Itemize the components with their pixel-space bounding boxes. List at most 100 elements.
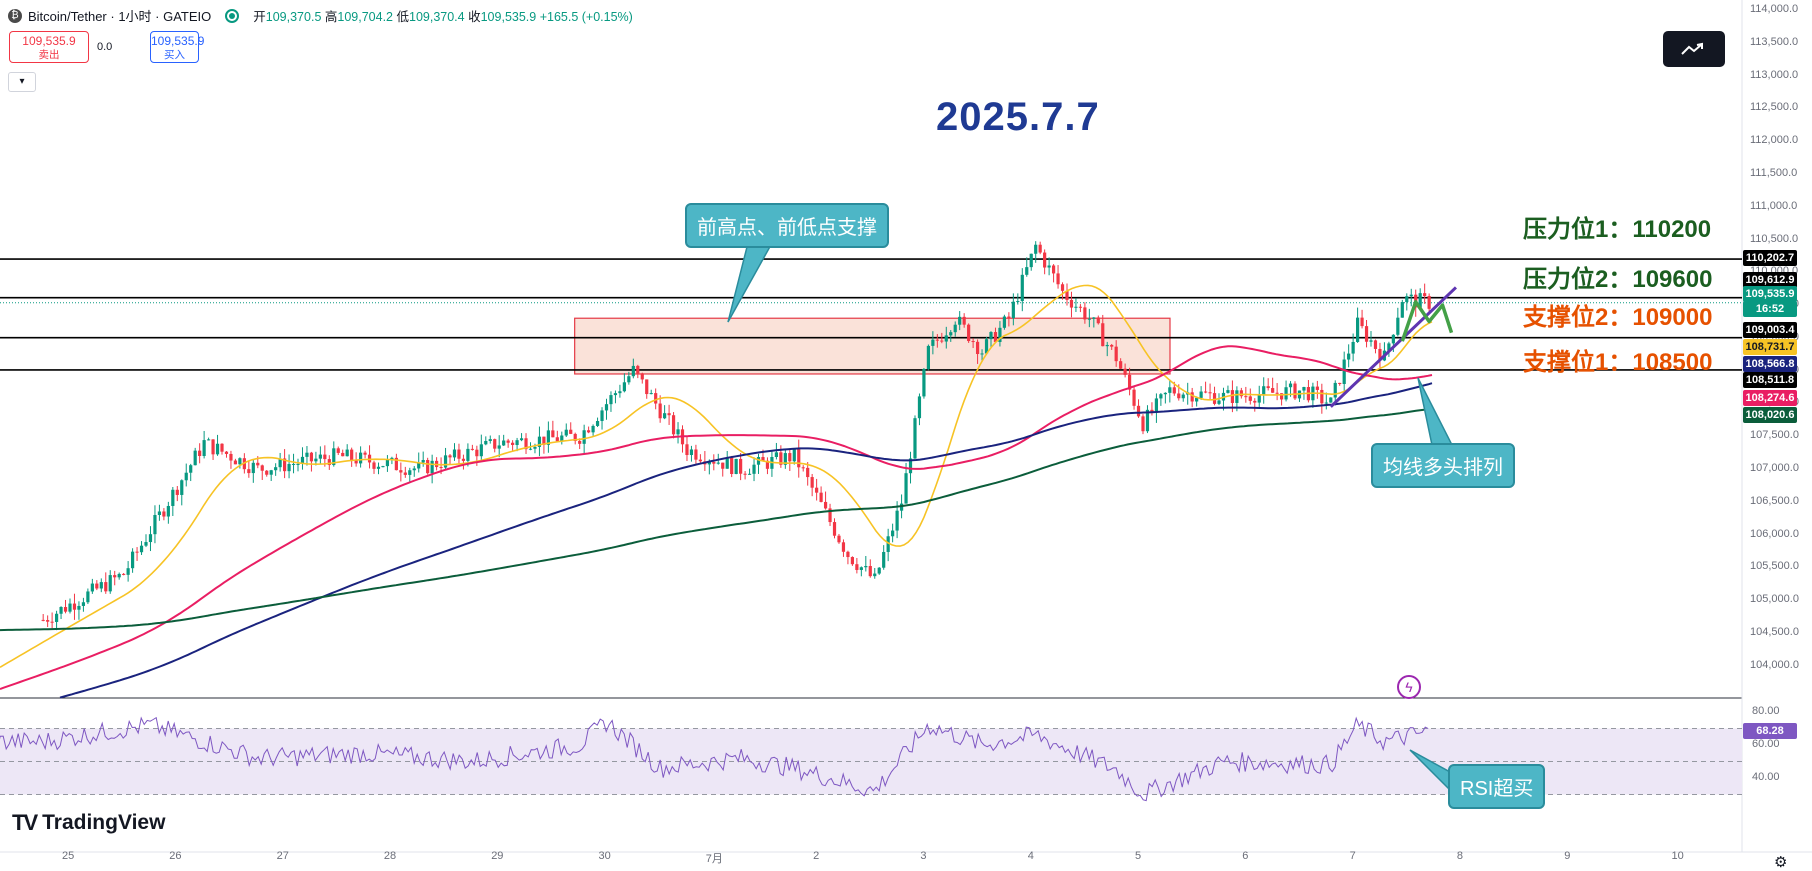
candle[interactable] [747,473,752,475]
candle[interactable] [417,462,421,469]
candle[interactable] [519,438,524,441]
candle[interactable] [1356,317,1360,342]
chart-style-button[interactable] [1663,31,1725,67]
candle[interactable] [117,573,121,578]
candle[interactable] [1002,316,1007,328]
candle[interactable] [345,449,349,457]
candle[interactable] [426,459,430,474]
candle[interactable] [524,438,528,450]
candle[interactable] [1400,302,1404,318]
candle[interactable] [837,535,841,543]
candle[interactable] [430,460,434,474]
candle[interactable] [506,440,510,443]
candle[interactable] [694,449,698,460]
candle[interactable] [309,452,314,462]
candle[interactable] [211,439,215,455]
ma-fast-line[interactable] [0,284,1433,668]
candle[interactable] [68,603,72,612]
projected-path-arrow[interactable] [1400,300,1454,342]
candle[interactable] [283,458,287,472]
candle[interactable] [1163,392,1167,395]
candle[interactable] [613,393,618,396]
candle[interactable] [81,602,86,606]
candle[interactable] [403,472,407,475]
candle[interactable] [1418,293,1422,308]
candle[interactable] [390,457,394,460]
candle[interactable] [546,430,550,445]
candle[interactable] [1087,318,1091,320]
candle[interactable] [1011,301,1015,319]
tradingview-logo[interactable]: TV TradingView [12,810,165,836]
candle[interactable] [667,413,671,416]
candle[interactable] [1016,301,1020,303]
candle[interactable] [604,404,609,411]
candle[interactable] [153,514,157,535]
candle[interactable] [1132,389,1136,406]
candle[interactable] [511,442,515,445]
candle[interactable] [587,430,591,433]
candle[interactable] [104,582,108,592]
candle[interactable] [788,453,792,462]
candle[interactable] [649,393,653,395]
candle[interactable] [1136,405,1141,417]
candle[interactable] [265,470,269,475]
candle[interactable] [193,450,197,466]
candle[interactable] [917,396,922,419]
candle[interactable] [1409,294,1413,297]
candle[interactable] [135,551,139,553]
candle[interactable] [712,461,716,464]
candle[interactable] [671,415,676,435]
candle[interactable] [631,365,635,377]
candle[interactable] [1190,392,1194,402]
candle[interactable] [734,458,738,474]
candle[interactable] [1271,388,1275,393]
candle[interactable] [560,435,564,442]
candle[interactable] [528,448,533,450]
candle[interactable] [1333,382,1337,398]
candle[interactable] [998,327,1002,342]
candle[interactable] [873,573,877,577]
candle[interactable] [1329,397,1333,403]
candle[interactable] [439,467,443,469]
candle[interactable] [815,487,819,493]
candle[interactable] [640,373,644,380]
candle[interactable] [95,583,99,589]
candle[interactable] [466,448,470,461]
candle[interactable] [1253,400,1257,403]
candle[interactable] [318,454,322,459]
candle[interactable] [975,341,980,355]
candle[interactable] [1203,391,1208,393]
candle[interactable] [756,457,761,465]
candle[interactable] [229,453,233,461]
candle[interactable] [452,449,457,458]
candle[interactable] [251,462,255,474]
candle[interactable] [622,382,626,392]
candle[interactable] [1092,317,1096,319]
candle[interactable] [993,332,998,342]
candle[interactable] [278,458,282,468]
candle[interactable] [1351,341,1355,354]
candle[interactable] [819,492,823,502]
candle[interactable] [1029,253,1033,268]
candle[interactable] [864,565,868,568]
candle[interactable] [1262,386,1266,395]
trend-line[interactable] [1329,286,1457,408]
candle[interactable] [63,607,68,612]
candle[interactable] [877,567,881,574]
candle[interactable] [761,457,765,461]
candle[interactable] [1347,353,1351,360]
candle[interactable] [157,511,162,515]
candle[interactable] [1069,299,1074,308]
candle[interactable] [461,458,466,461]
candle[interactable] [564,429,568,436]
candle[interactable] [399,470,403,473]
candle[interactable] [59,607,63,614]
candle[interactable] [336,448,340,453]
candle[interactable] [457,449,461,459]
candle[interactable] [1364,326,1369,342]
candle[interactable] [850,557,854,565]
candle[interactable] [1007,316,1011,319]
candle[interactable] [274,467,278,471]
candle[interactable] [122,573,126,575]
